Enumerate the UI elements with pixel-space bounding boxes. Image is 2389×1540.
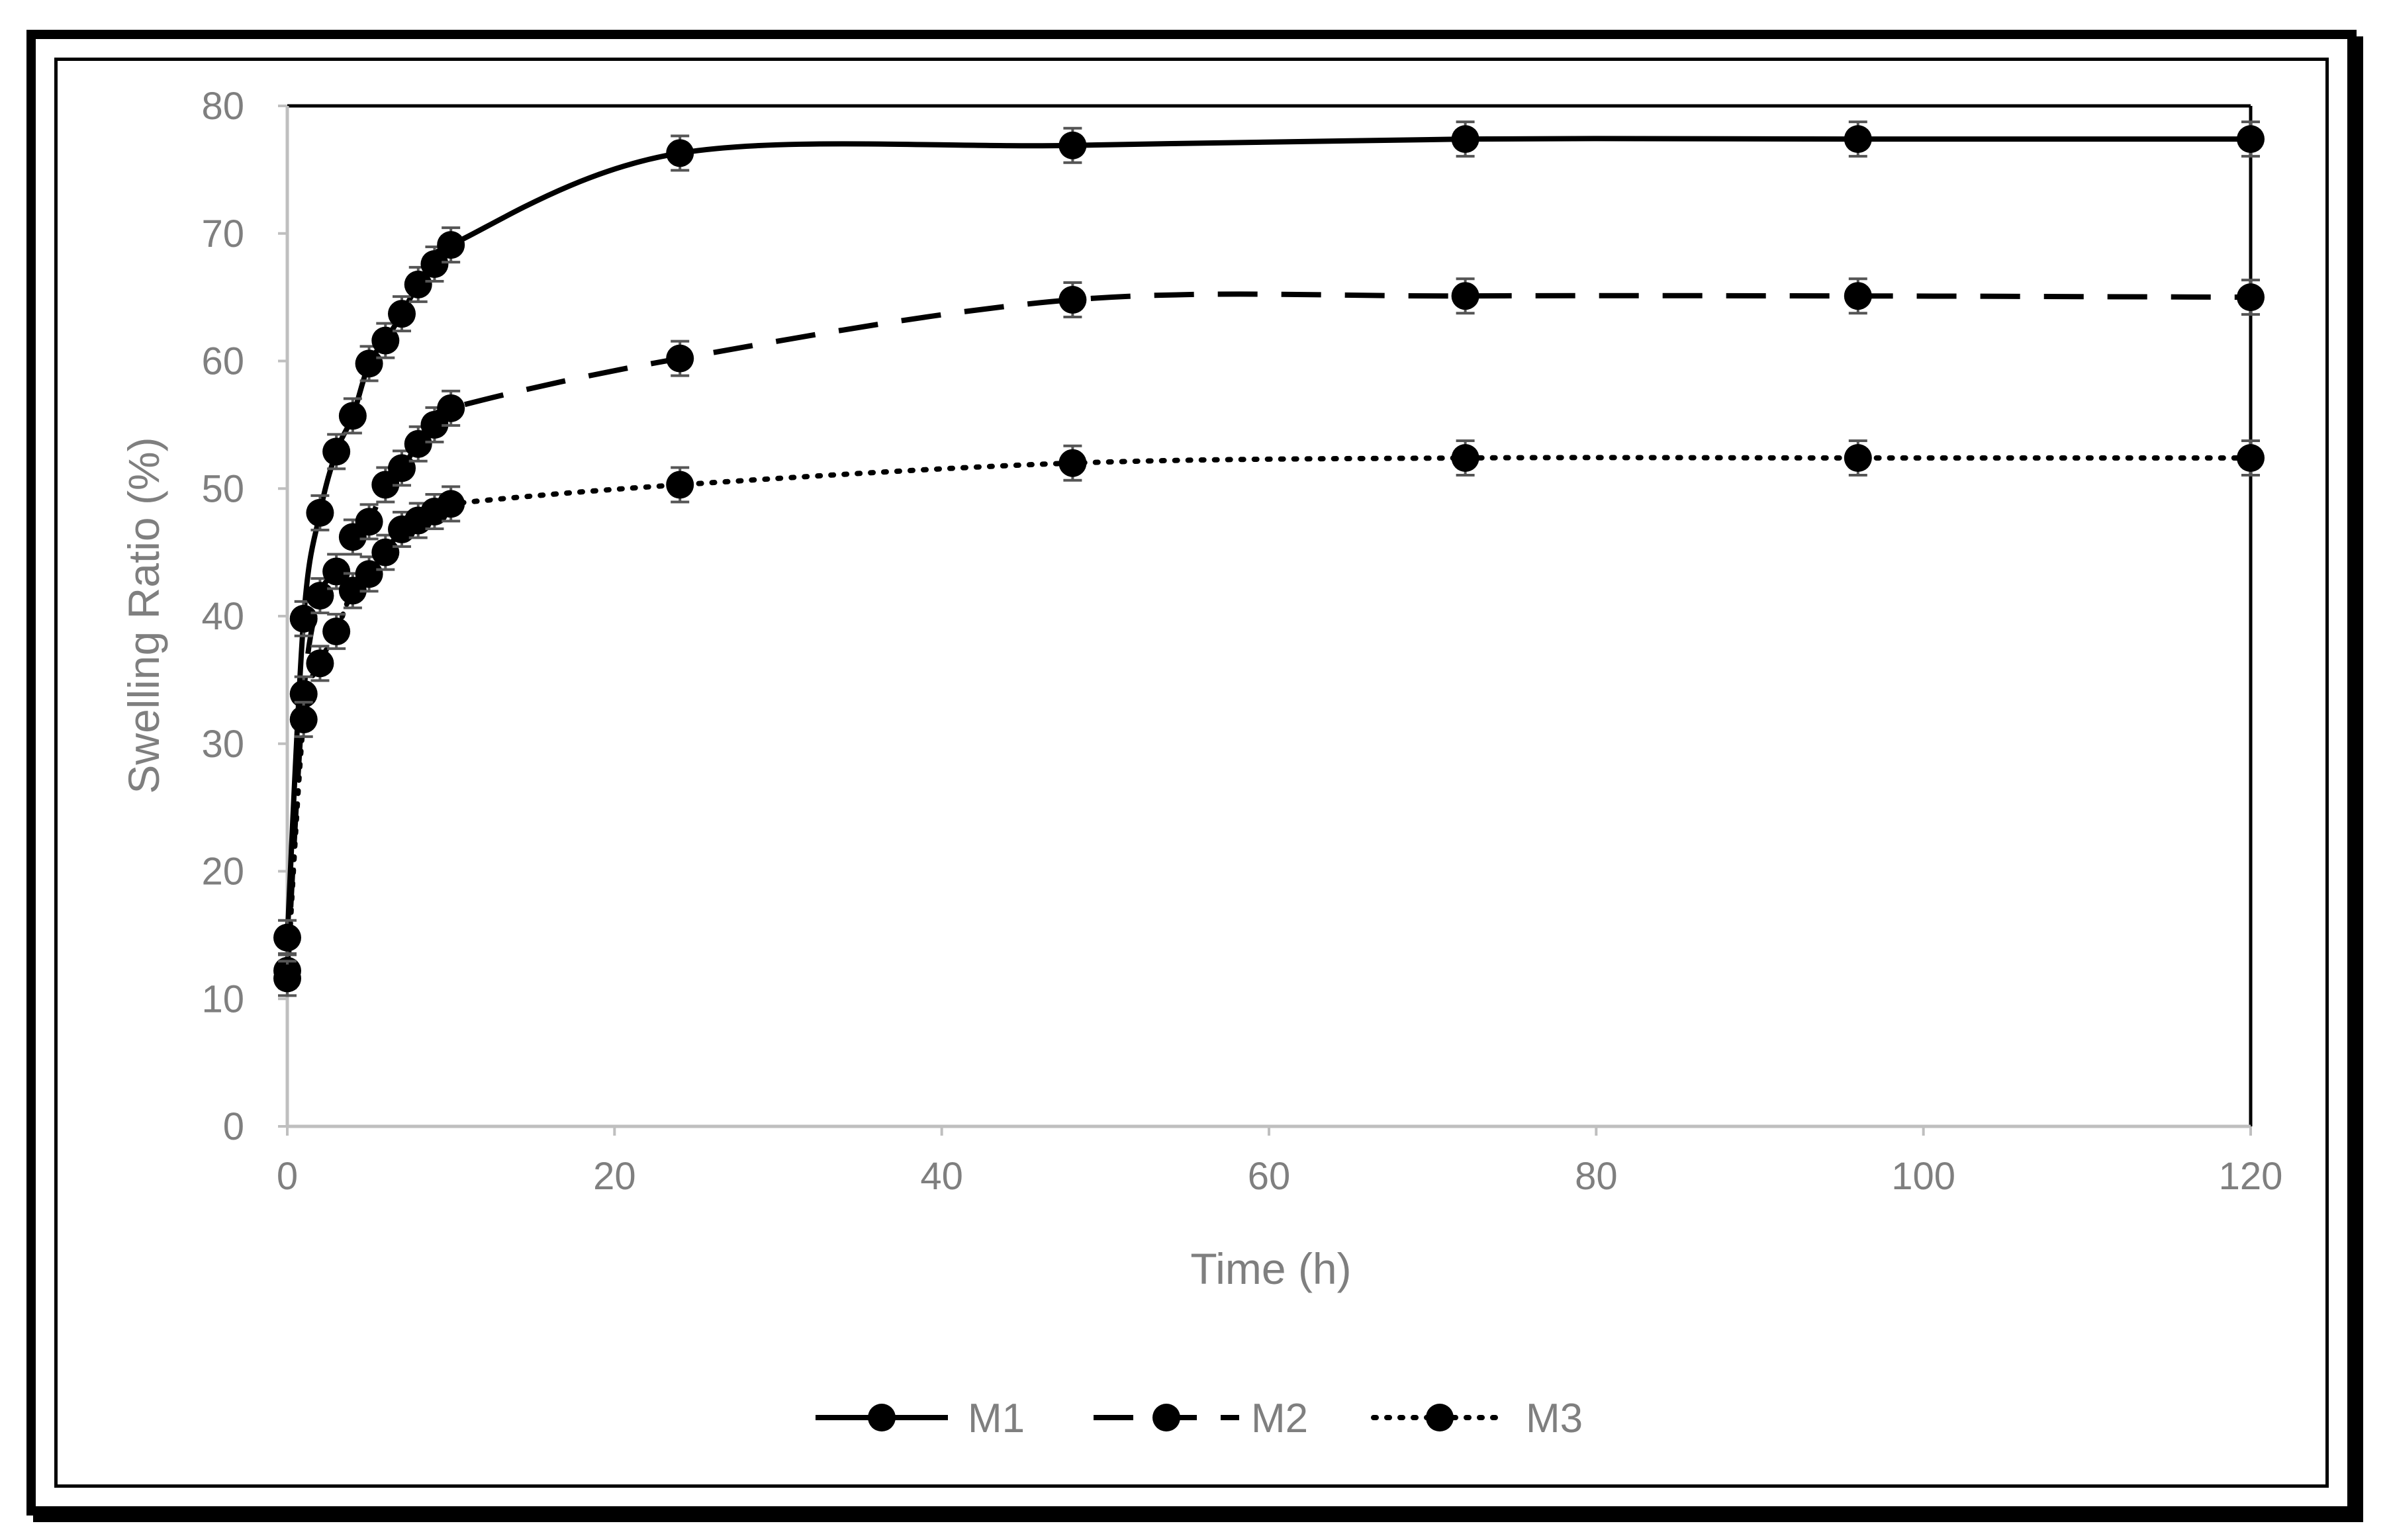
y-tick-label: 60 [201,340,244,383]
data-point-m1 [2237,125,2265,154]
x-tick-label: 120 [2219,1155,2283,1198]
data-point-m3 [1844,443,1872,472]
y-tick-label: 30 [201,723,244,766]
data-point-m2 [404,430,432,458]
data-point-m2 [1451,282,1479,310]
data-point-m2 [306,582,334,610]
data-point-m3 [1058,449,1087,477]
data-point-m3 [1451,443,1479,472]
y-tick-label: 70 [201,212,244,255]
x-tick-label: 40 [920,1155,963,1198]
x-tick-label: 0 [277,1155,298,1198]
data-point-m3 [273,964,301,993]
data-point-m1 [404,270,432,298]
y-tick-label: 50 [201,467,244,510]
data-point-m1 [666,139,694,167]
data-point-m3 [355,560,383,588]
data-point-m1 [420,250,449,279]
data-point-m2 [2237,283,2265,312]
y-tick-label: 0 [223,1105,244,1148]
data-point-m1 [322,437,351,466]
data-point-m3 [289,705,318,734]
data-point-m3 [437,490,465,518]
data-point-m1 [1058,131,1087,159]
data-point-m2 [355,508,383,536]
x-tick-label: 80 [1575,1155,1618,1198]
y-axis-title: Swelling Ratio (%) [119,437,168,793]
legend-label-m2: M2 [1251,1396,1308,1441]
data-point-m3 [322,617,351,646]
x-axis-title: Time (h) [1190,1244,1351,1293]
data-point-m2 [1844,282,1872,310]
data-point-m1 [437,231,465,259]
data-point-m1 [273,923,301,952]
figure-inner-border [54,58,2329,1488]
y-tick-label: 80 [201,85,244,128]
data-point-m2 [437,394,465,422]
legend-marker-m1 [868,1404,896,1431]
data-point-m1 [1844,125,1872,154]
y-tick-label: 20 [201,850,244,893]
x-tick-label: 60 [1248,1155,1291,1198]
data-point-m2 [289,680,318,708]
data-point-m1 [355,349,383,378]
data-point-m2 [388,454,416,482]
data-point-m3 [2237,443,2265,472]
data-point-m3 [306,649,334,678]
data-point-m1 [306,498,334,527]
data-point-m1 [1451,125,1479,154]
data-point-m1 [371,326,400,355]
legend-label-m3: M3 [1526,1396,1583,1441]
legend-marker-m3 [1426,1404,1454,1431]
y-tick-label: 10 [201,977,244,1020]
data-point-m2 [1058,285,1087,314]
x-tick-label: 100 [1891,1155,1955,1198]
figure-outer-border [26,30,2357,1516]
series-line-m2 [285,291,2251,972]
data-point-m1 [388,300,416,328]
data-point-m1 [289,604,318,633]
data-point-m3 [371,538,400,566]
data-point-m3 [666,471,694,499]
legend-label-m1: M1 [968,1396,1025,1441]
data-point-m2 [666,344,694,373]
data-point-m1 [338,402,367,430]
y-tick-label: 40 [201,595,244,638]
data-point-m2 [322,557,351,586]
x-tick-label: 20 [593,1155,636,1198]
series-line-m3 [285,455,2253,981]
legend: M1 M2 M3 [816,1396,1583,1441]
series-line-m1 [285,136,2251,938]
legend-marker-m2 [1152,1404,1180,1431]
